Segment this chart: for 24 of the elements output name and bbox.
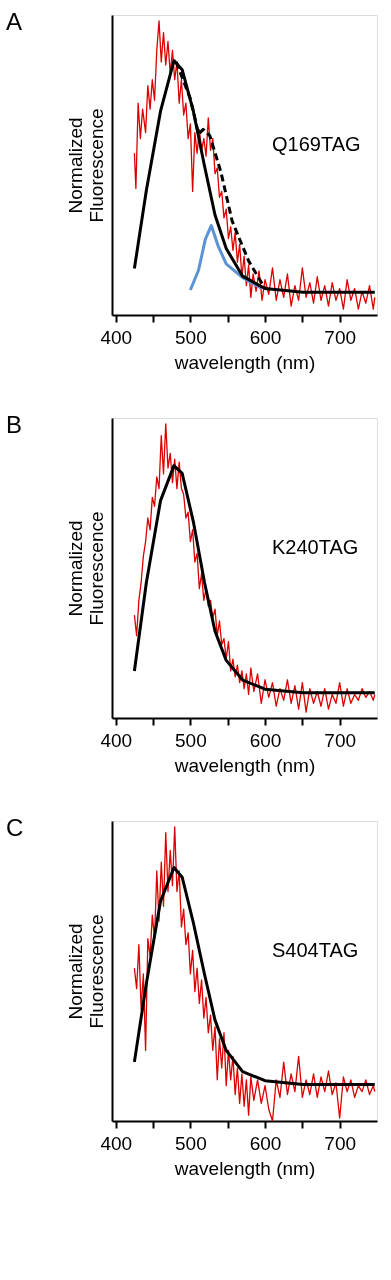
- x-tick-label: 400: [100, 326, 133, 348]
- chart-title: C: [6, 814, 24, 841]
- x-tick-label: 600: [249, 729, 282, 751]
- x-tick-label: 600: [249, 326, 282, 348]
- x-tick-label: 600: [249, 1132, 282, 1154]
- y-axis-title: Normalized Fluorescence: [64, 108, 107, 223]
- x-tick-label: 700: [324, 1132, 357, 1154]
- x-tick-label: 400: [100, 1132, 133, 1154]
- x-tick-label: 400: [100, 729, 133, 751]
- annotation: S404TAG: [272, 939, 359, 961]
- x-tick-label: 700: [324, 729, 357, 751]
- chart-title: A: [6, 8, 23, 35]
- x-axis-title: wavelength (nm): [173, 754, 316, 776]
- x-axis-title: wavelength (nm): [173, 351, 316, 373]
- x-tick-label: 500: [175, 326, 207, 348]
- chart-title: B: [6, 411, 23, 438]
- annotation: K240TAG: [272, 536, 359, 558]
- y-axis-title: Normalized Fluorescence: [64, 914, 107, 1029]
- annotation: Q169TAG: [272, 133, 361, 155]
- x-tick-label: 500: [175, 1132, 207, 1154]
- x-tick-label: 500: [175, 729, 207, 751]
- y-axis-title: Normalized Fluorescence: [64, 511, 107, 626]
- x-tick-label: 700: [324, 326, 357, 348]
- x-axis-title: wavelength (nm): [173, 1157, 316, 1179]
